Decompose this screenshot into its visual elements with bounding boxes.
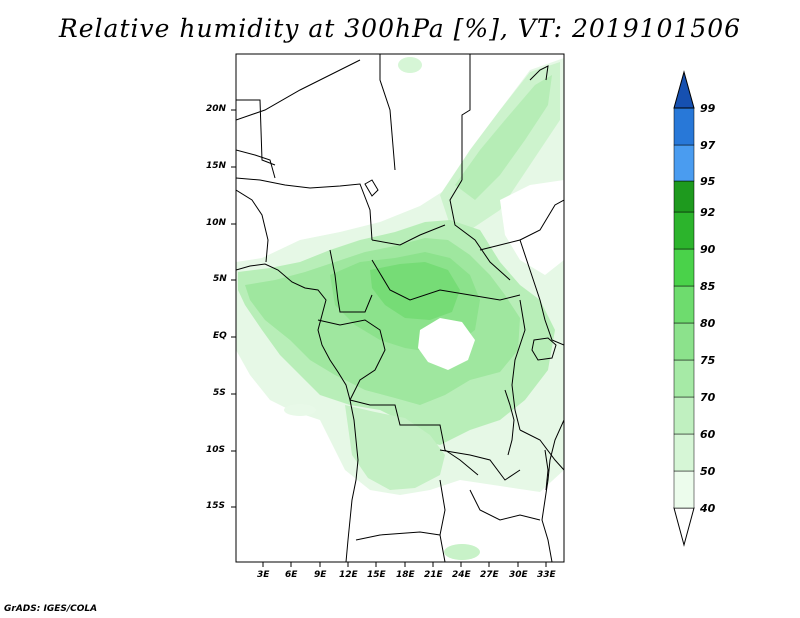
colorbar-label-50: 50 <box>700 465 716 478</box>
map-title: Relative humidity at 300hPa [%], VT: 201… <box>58 14 742 43</box>
map-frame <box>235 53 565 563</box>
colorbar-swatch-60 <box>673 396 695 435</box>
map-boundaries <box>236 54 564 562</box>
lon-ticks <box>262 562 547 567</box>
lon-label-15e: 15E <box>367 570 386 580</box>
colorbar-swatch-75 <box>673 322 695 361</box>
colorbar-cap-bottom <box>673 507 695 547</box>
red-sea <box>529 65 549 81</box>
lat-ticks <box>231 109 236 508</box>
lat-label-5s: 5S <box>213 388 226 398</box>
rh-blob-south <box>444 544 480 560</box>
rh-blob-north <box>398 57 422 73</box>
lat-label-15n: 15N <box>206 161 227 171</box>
colorbar-label-90: 90 <box>700 243 716 256</box>
border-niger-nigeria <box>236 149 276 179</box>
border-drc-angola <box>349 399 479 476</box>
lon-label-12e: 12E <box>339 570 358 580</box>
border-sudan-chad <box>449 179 511 281</box>
colorbar-cap-top <box>673 70 695 109</box>
border-south-sudan <box>479 239 541 301</box>
lon-label-24e: 24E <box>452 570 471 580</box>
rh-dry-east <box>500 180 564 275</box>
colorbar <box>673 70 695 547</box>
lon-label-21e: 21E <box>424 570 443 580</box>
border-drc-east <box>511 299 526 431</box>
border-namibia <box>355 531 441 541</box>
colorbar-label-92: 92 <box>700 206 716 219</box>
grads-credit: GrADS: IGES/COLA <box>4 604 98 614</box>
colorbar-swatch-97 <box>673 107 695 146</box>
border-gabon-congo <box>317 319 386 401</box>
border-egypt-sudan <box>461 54 471 180</box>
rh-contour-60-south <box>345 405 445 490</box>
humidity-field <box>236 57 564 560</box>
colorbar-label-60: 60 <box>700 428 716 441</box>
colorbar-swatch-70 <box>673 359 695 398</box>
lake-victoria <box>531 337 557 361</box>
lake-chad <box>364 179 379 197</box>
colorbar-label-85: 85 <box>700 280 716 293</box>
border-angola-zambia <box>439 479 446 562</box>
lon-label-33e: 33E <box>537 570 556 580</box>
border-zambia-south <box>469 489 541 521</box>
colorbar-swatch-80 <box>673 285 695 324</box>
colorbar-label-40: 40 <box>700 502 716 515</box>
border-car-drc <box>371 259 521 301</box>
rh-contour-60 <box>455 75 552 200</box>
lat-label-10n: 10N <box>206 218 227 228</box>
lat-label-15s: 15S <box>206 501 226 511</box>
lon-label-18e: 18E <box>396 570 415 580</box>
border-west-africa <box>236 189 269 263</box>
colorbar-swatch-90 <box>673 211 695 250</box>
lat-label-20n: 20N <box>206 104 227 114</box>
border-ethiopia <box>519 199 564 241</box>
lon-label-9e: 9E <box>314 570 327 580</box>
colorbar-swatch-92 <box>673 180 695 213</box>
rh-blob-west <box>284 404 316 416</box>
lake-malawi <box>544 449 549 491</box>
lat-label-10s: 10S <box>206 445 226 455</box>
rh-dry-patch <box>418 318 475 370</box>
lon-label-3e: 3E <box>257 570 270 580</box>
colorbar-swatch-50 <box>673 433 695 472</box>
lon-label-27e: 27E <box>480 570 499 580</box>
colorbar-swatch-40 <box>673 470 695 509</box>
border-uganda-kenya <box>539 299 564 346</box>
colorbar-label-80: 80 <box>700 317 716 330</box>
colorbar-label-70: 70 <box>700 391 716 404</box>
coastline-west <box>236 263 359 562</box>
colorbar-label-99: 99 <box>700 102 716 115</box>
colorbar-label-95: 95 <box>700 175 716 188</box>
border-mauritania <box>236 99 276 166</box>
lon-label-30e: 30E <box>509 570 528 580</box>
lon-label-6e: 6E <box>285 570 298 580</box>
lat-label-5n: 5N <box>213 274 227 284</box>
border-nigeria <box>236 177 373 241</box>
colorbar-label-97: 97 <box>700 139 716 152</box>
colorbar-swatch-95 <box>673 144 695 182</box>
border-cameroon <box>329 249 373 313</box>
border-niger-chad <box>236 59 361 121</box>
rh-contour-80 <box>370 262 460 320</box>
border-chad-car <box>371 224 446 246</box>
border-tanzania <box>519 429 564 471</box>
colorbar-label-75: 75 <box>700 354 716 367</box>
colorbar-swatch-85 <box>673 248 695 287</box>
border-libya-chad <box>379 54 396 171</box>
lake-tanganyika <box>504 389 515 456</box>
lat-label-eq: EQ <box>213 331 227 341</box>
border-drc-zambia <box>439 449 521 481</box>
